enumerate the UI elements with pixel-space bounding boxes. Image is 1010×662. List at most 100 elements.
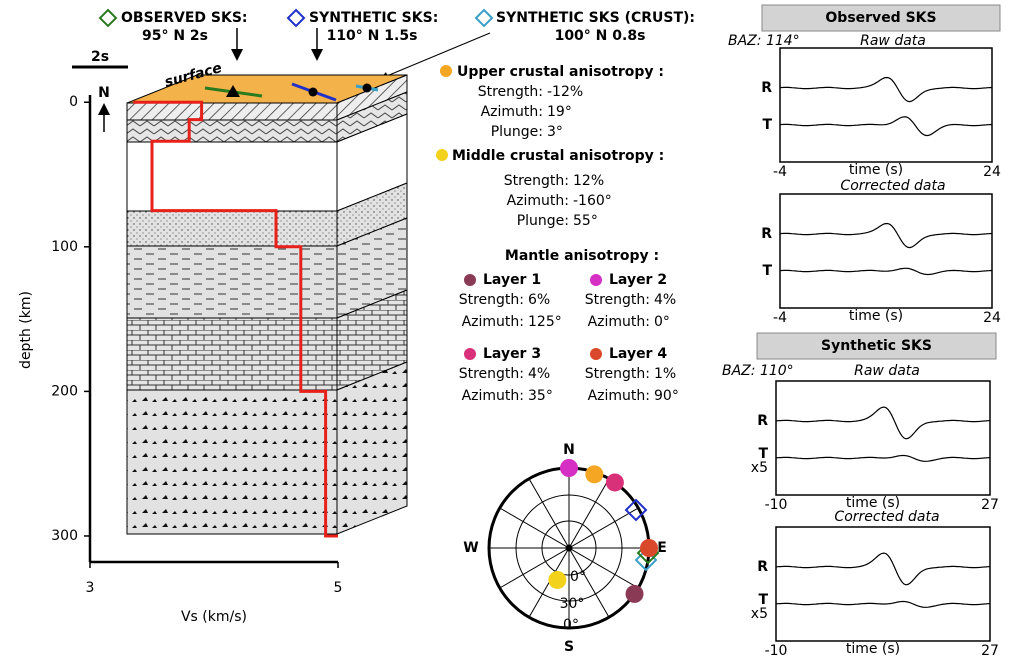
section-title: Middle crustal anisotropy : [452, 148, 664, 164]
subplot-title: Raw data [854, 363, 920, 379]
subplot-frame [780, 194, 992, 308]
layer [127, 318, 337, 390]
subplot-frame [776, 527, 990, 641]
legend-swatch [440, 65, 452, 77]
field-label: Azimuth: [462, 314, 524, 330]
trace-label: T [762, 263, 772, 279]
layer [127, 103, 337, 120]
x-axis-title: Vs (km/s) [181, 609, 247, 625]
x-tick-label: 3 [86, 580, 95, 596]
layer-name: Layer 4 [609, 346, 667, 362]
field-label: Azimuth: [588, 314, 650, 330]
y-tick-label: 300 [51, 528, 78, 544]
station-icon [309, 88, 318, 97]
t-scale-label: x5 [751, 460, 768, 476]
legend-swatch [590, 348, 602, 360]
scale-bar-label: 2s [91, 49, 109, 65]
layer [127, 246, 337, 318]
section-title: Upper crustal anisotropy : [457, 64, 664, 80]
field-value: 90° [654, 388, 679, 404]
net-center [566, 545, 573, 552]
trace-r [780, 224, 992, 248]
subplot-title: Raw data [860, 33, 926, 49]
baz-label: BAZ: 114° [728, 33, 800, 49]
header-value: 100° N 0.8s [555, 28, 646, 44]
side-layer [337, 362, 407, 534]
panel-title: Synthetic SKS [821, 338, 932, 354]
layer-name: Layer 1 [483, 272, 541, 288]
anisotropy-point [606, 473, 624, 491]
legend-swatch [464, 274, 476, 286]
ring-label: 30° [560, 596, 585, 612]
anisotropy-point [585, 465, 603, 483]
figure: OBSERVED SKS: 95° N 2s SYNTHETIC SKS: 11… [0, 0, 1010, 658]
diamond-icon [288, 10, 304, 26]
trace-label: R [761, 80, 772, 96]
baz-label: BAZ: 110° [722, 363, 794, 379]
anisotropy-point [626, 585, 644, 603]
x-tick-label: -10 [765, 497, 788, 513]
layer [127, 211, 337, 246]
x-tick-label: -4 [773, 310, 787, 326]
diamond-icon [100, 10, 116, 26]
field-label: Azimuth: [588, 388, 650, 404]
anisotropy-point [560, 459, 578, 477]
layer-name: Layer 2 [609, 272, 667, 288]
x-tick-label: -4 [773, 164, 787, 180]
compass-label: N [563, 442, 575, 458]
field-label: Strength: [504, 173, 569, 189]
field-value: 35° [528, 388, 553, 404]
anisotropy-text: Upper crustal anisotropy : Strength: -12… [436, 64, 664, 264]
field-value: 19° [547, 104, 572, 120]
field-value: 1% [654, 366, 676, 382]
field-label: Azimuth: [507, 193, 569, 209]
station-icon [363, 84, 372, 93]
field-label: Plunge: [517, 213, 569, 229]
field-value: 3° [547, 124, 563, 140]
subplot-title: Corrected data [840, 178, 945, 194]
panel-title: Observed SKS [825, 10, 936, 26]
layer [127, 142, 337, 211]
legend-swatch [464, 348, 476, 360]
trace-t [776, 456, 990, 462]
x-tick-label: 24 [983, 310, 1001, 326]
field-label: Strength: [459, 366, 524, 382]
field-value: 4% [528, 366, 550, 382]
field-value: -12% [547, 84, 583, 100]
field-label: Strength: [459, 292, 524, 308]
x-axis-title: time (s) [846, 641, 900, 657]
header-label: SYNTHETIC SKS: [309, 10, 438, 26]
trace-label: R [761, 226, 772, 242]
block-diagram [127, 75, 407, 534]
field-value: 55° [573, 213, 598, 229]
field-value: 6% [528, 292, 550, 308]
header-label: SYNTHETIC SKS (CRUST): [496, 10, 695, 26]
compass-label: W [463, 540, 478, 556]
trace-label: R [757, 413, 768, 429]
field-label: Azimuth: [462, 388, 524, 404]
anisotropy-point [640, 539, 658, 557]
field-value: 0° [654, 314, 670, 330]
field-value: 125° [528, 314, 562, 330]
ring-label: 0° [563, 617, 579, 633]
north-label: N [98, 85, 110, 101]
trace-r [776, 553, 990, 585]
subplot-frame [776, 381, 990, 495]
field-value: 12% [573, 173, 604, 189]
layer [127, 120, 337, 142]
layer [127, 390, 337, 534]
header-value: 95° N 2s [142, 28, 208, 44]
trace-r [780, 78, 992, 102]
subplot-title: Corrected data [834, 509, 939, 525]
x-tick-label: 27 [981, 643, 999, 658]
y-axis-title: depth (km) [18, 291, 34, 369]
field-label: Plunge: [491, 124, 543, 140]
field-value: -160° [573, 193, 612, 209]
x-axis-title: time (s) [849, 162, 903, 178]
header-value: 110° N 1.5s [327, 28, 418, 44]
layer-name: Layer 3 [483, 346, 541, 362]
anisotropy-point [548, 571, 566, 589]
x-tick-label: -10 [765, 643, 788, 658]
compass-label: S [564, 639, 574, 655]
trace-label: R [757, 559, 768, 575]
